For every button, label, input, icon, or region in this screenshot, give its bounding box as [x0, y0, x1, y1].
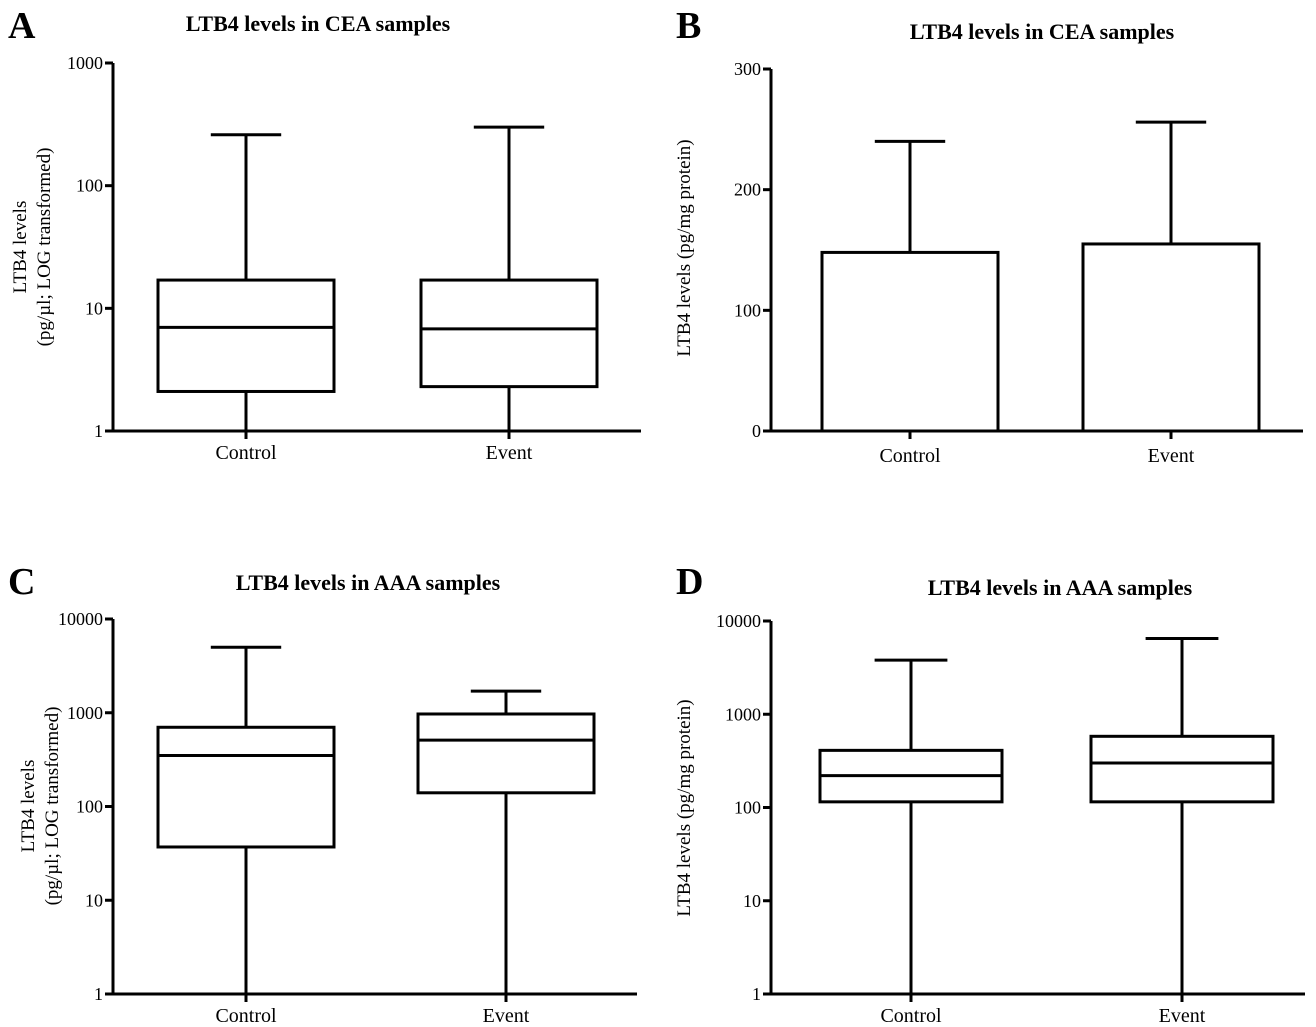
box [156, 278, 336, 393]
panel-letter: A [8, 5, 36, 47]
y-tick-label: 10 [85, 890, 103, 910]
y-tick-label: 10 [743, 891, 761, 911]
y-tick-label: 10000 [58, 609, 103, 629]
box [1089, 734, 1275, 804]
box [416, 712, 596, 795]
panel-letter: D [676, 561, 703, 603]
y-tick-label: 200 [734, 180, 761, 200]
panel-letter: C [8, 561, 35, 603]
box [156, 725, 336, 849]
y-tick-label: 1000 [725, 704, 761, 724]
y-axis-title: (pg/µl; LOG transformed) [42, 707, 63, 906]
bar [1081, 242, 1261, 433]
y-axis-title: LTB4 levels (pg/mg protein) [674, 699, 695, 916]
chart-title: LTB4 levels in AAA samples [236, 570, 501, 595]
y-tick-label: 1 [752, 984, 761, 1004]
y-tick-label: 100 [76, 797, 103, 817]
box [419, 278, 599, 389]
y-axis-title: (pg/µl; LOG transformed) [34, 148, 55, 347]
x-tick-label: Control [215, 442, 277, 464]
panel-letter: B [676, 5, 701, 47]
x-tick-label: Event [1148, 445, 1195, 467]
panel-c: C LTB4 levels in AAA samples 1 10 100 1000 100… [8, 561, 637, 1027]
x-tick-label: Event [1159, 1005, 1206, 1027]
y-tick-label: 10000 [716, 611, 761, 631]
x-tick-label: Event [483, 1005, 530, 1027]
y-tick-label: 0 [752, 421, 761, 441]
y-tick-label: 100 [734, 798, 761, 818]
y-tick-label: 100 [76, 176, 103, 196]
y-tick-label: 1000 [67, 703, 103, 723]
x-tick-label: Control [879, 445, 941, 467]
panel-b: B LTB4 levels in CEA samples 0 100 200 300 Con… [674, 5, 1303, 467]
panel-a: A LTB4 levels in CEA samples 1 10 100 1000 Con… [8, 5, 641, 464]
chart-title: LTB4 levels in CEA samples [186, 11, 451, 36]
y-axis-title: LTB4 levels [10, 201, 31, 294]
y-tick-label: 10 [85, 298, 103, 318]
bar [820, 250, 1000, 433]
y-tick-label: 1 [94, 421, 103, 441]
x-tick-label: Control [215, 1005, 277, 1027]
y-tick-label: 100 [734, 300, 761, 320]
y-tick-label: 1 [94, 984, 103, 1004]
y-tick-label: 300 [734, 59, 761, 79]
y-axis-title: LTB4 levels (pg/mg protein) [674, 139, 695, 356]
x-tick-label: Control [880, 1005, 942, 1027]
y-axis-title: LTB4 levels [18, 760, 39, 853]
panel-d: D LTB4 levels in AAA samples 1 10 100 1000 100… [674, 561, 1305, 1027]
chart-title: LTB4 levels in AAA samples [928, 575, 1193, 600]
y-tick-label: 1000 [67, 53, 103, 73]
x-tick-label: Event [486, 442, 533, 464]
chart-title: LTB4 levels in CEA samples [910, 19, 1175, 44]
